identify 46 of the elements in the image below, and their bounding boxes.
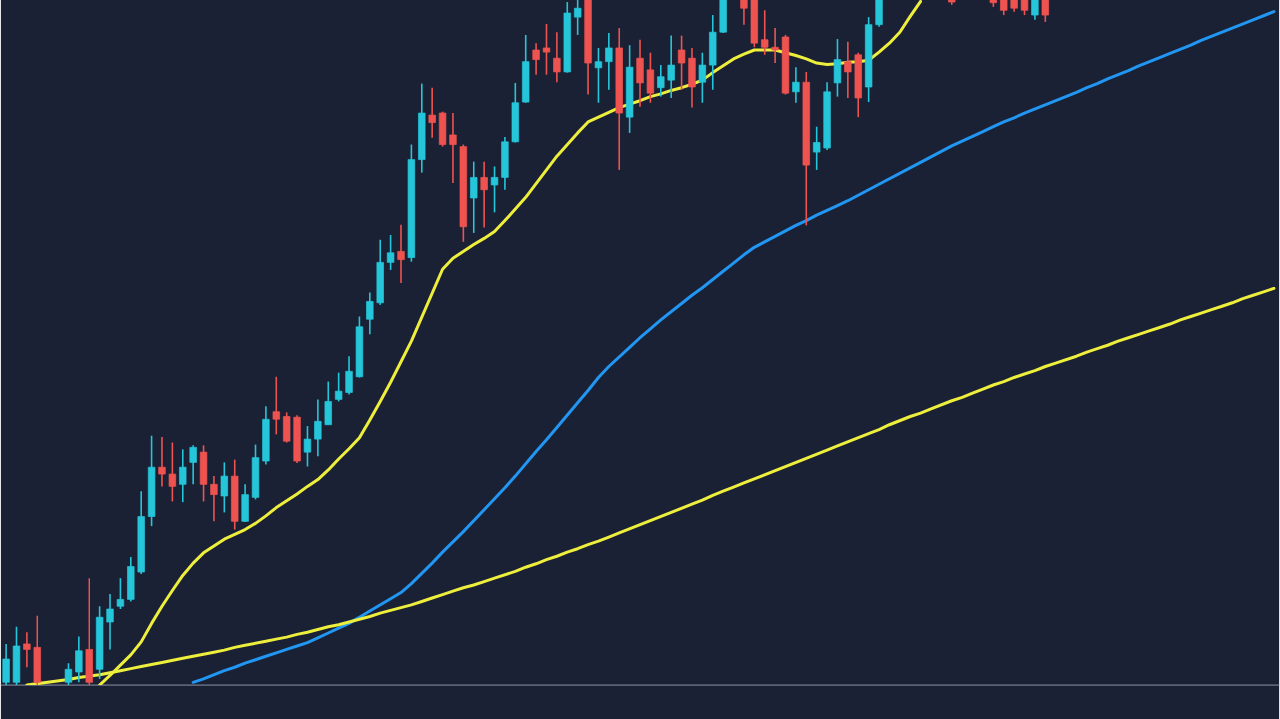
candlestick	[428, 86, 436, 139]
candlestick	[594, 47, 603, 104]
candlestick	[677, 34, 686, 91]
candlestick	[314, 398, 322, 458]
candlestick	[1031, 0, 1039, 21]
candlestick	[740, 0, 748, 26]
candlestick	[75, 635, 83, 684]
candlestick	[646, 51, 655, 104]
candlestick	[2, 643, 10, 686]
candlestick	[64, 662, 73, 686]
candlestick	[542, 23, 551, 76]
candlestick	[844, 40, 852, 99]
candlestick	[605, 32, 613, 91]
candlestick	[470, 160, 478, 234]
candlestick	[573, 0, 582, 36]
candlestick	[449, 112, 457, 184]
candlestick	[397, 223, 405, 284]
candlestick	[1041, 0, 1049, 23]
candlestick	[116, 577, 125, 610]
candlestick	[698, 51, 707, 104]
candlestick	[324, 380, 332, 426]
candlestick	[334, 371, 343, 403]
candlestick	[667, 34, 675, 99]
candlestick	[657, 64, 665, 98]
candlestick	[179, 448, 187, 503]
candlestick	[490, 165, 499, 214]
candlestick	[792, 66, 800, 104]
candlestick	[813, 125, 821, 171]
candlestick	[345, 355, 353, 396]
candlestick	[771, 27, 779, 64]
candlestick	[158, 436, 166, 488]
candlestick	[220, 461, 229, 514]
candlestick	[210, 475, 218, 523]
candlestick	[386, 234, 395, 271]
candlestick	[106, 593, 114, 651]
candlestick	[366, 291, 374, 336]
candlestick	[553, 31, 561, 84]
candlestick	[23, 631, 31, 669]
candlestick	[833, 38, 842, 98]
candlestick	[189, 444, 197, 486]
candlestick	[168, 441, 177, 503]
candlestick	[761, 9, 769, 56]
candlestick	[272, 375, 280, 436]
candlestick	[480, 160, 488, 229]
candlestick	[532, 42, 540, 76]
candlestick	[303, 425, 312, 468]
